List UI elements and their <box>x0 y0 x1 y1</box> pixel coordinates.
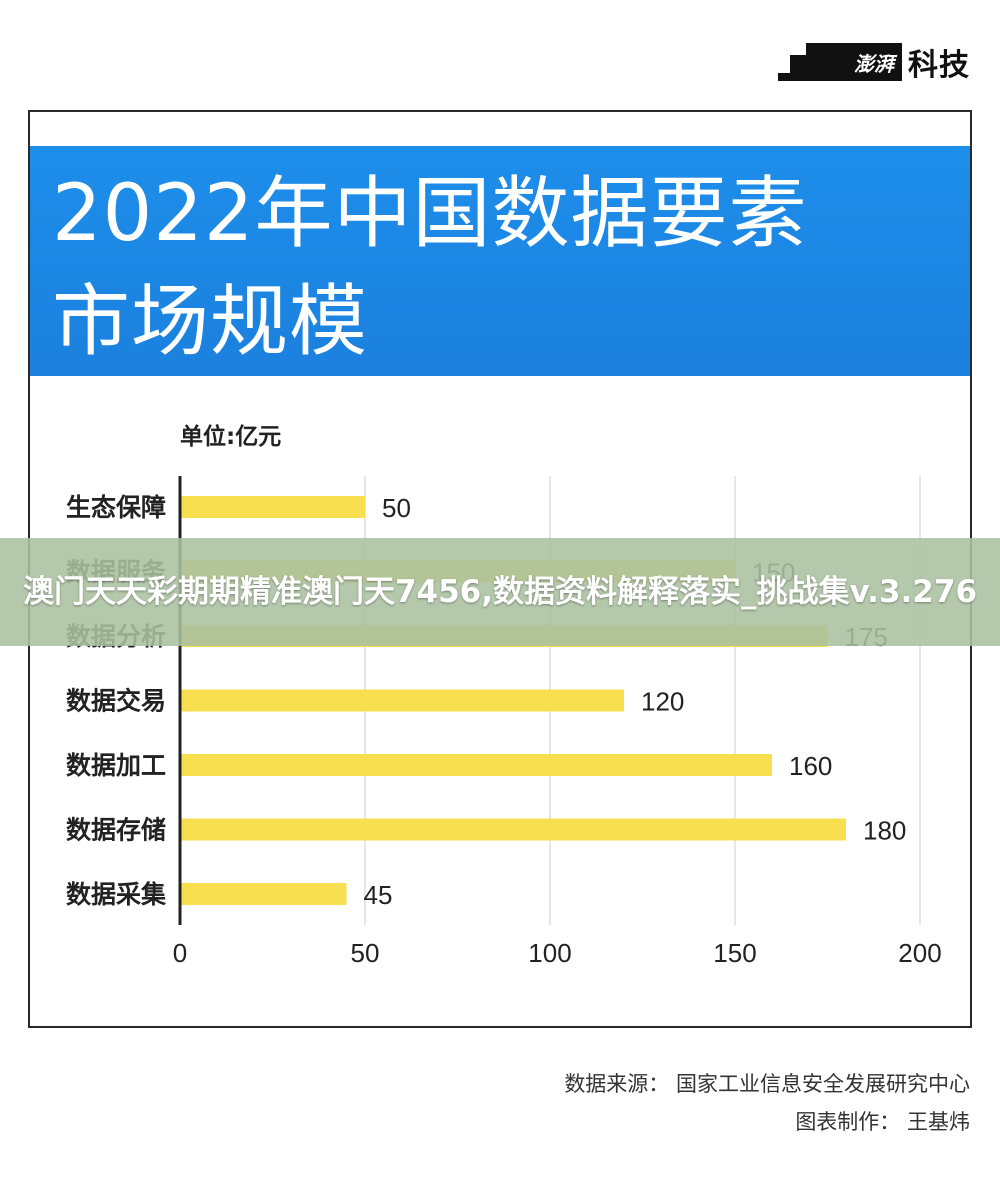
watermark-banner: 澳门天天彩期期精准澳门天7456,数据资料解释落实_挑战集v.3.276 <box>0 538 1000 646</box>
category-label-5: 数据存储 <box>66 816 166 845</box>
x-tick-label-0: 0 <box>173 938 187 968</box>
logo-text: 科技 <box>908 48 970 83</box>
bar-3 <box>180 689 624 712</box>
x-tick-label-4: 200 <box>898 938 941 968</box>
bar-6 <box>180 883 347 905</box>
x-tick-label-2: 100 <box>528 938 571 968</box>
value-label-0: 50 <box>382 493 411 523</box>
value-label-4: 160 <box>789 751 832 781</box>
watermark-text: 澳门天天彩期期精准澳门天7456,数据资料解释落实_挑战集v.3.276 <box>22 574 978 610</box>
value-label-5: 180 <box>863 816 906 846</box>
chart-credit: 图表制作： 王基炜 <box>795 1110 970 1134</box>
brand-logo: 澎湃 科技 <box>778 40 970 84</box>
value-label-6: 45 <box>364 880 393 910</box>
data-source: 数据来源： 国家工业信息安全发展研究中心 <box>564 1072 970 1096</box>
page-title: 2022年中国数据要素市场规模 <box>52 169 808 367</box>
x-tick-label-3: 150 <box>713 938 756 968</box>
bar-0 <box>180 496 365 518</box>
thepaper-logo-mark: 澎湃 <box>778 43 902 81</box>
bar-4 <box>180 754 772 776</box>
category-label-0: 生态保障 <box>66 493 166 522</box>
category-label-6: 数据采集 <box>66 880 167 909</box>
title-banner: 2022年中国数据要素市场规模 <box>30 146 970 376</box>
category-label-3: 数据交易 <box>66 687 166 716</box>
bar-5 <box>180 818 846 841</box>
x-tick-label-1: 50 <box>351 938 380 968</box>
value-label-3: 120 <box>641 687 684 717</box>
unit-label: 单位:亿元 <box>180 424 282 450</box>
category-label-4: 数据加工 <box>66 751 166 780</box>
